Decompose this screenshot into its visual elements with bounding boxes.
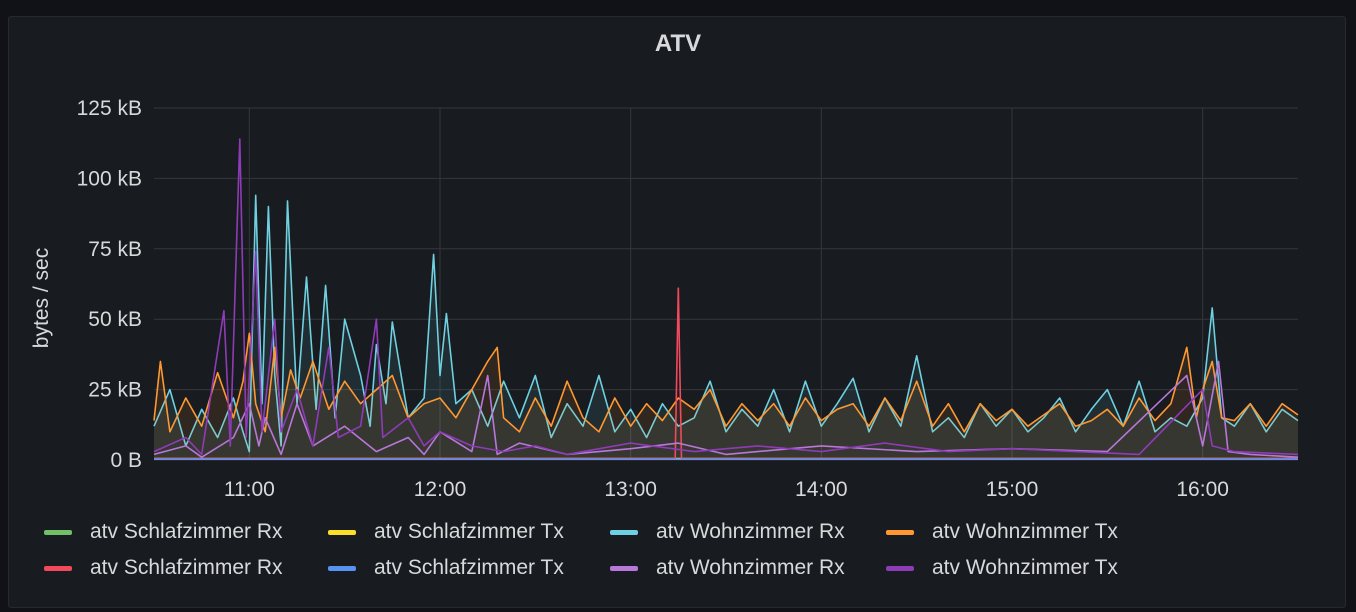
x-tick-label: 11:00 — [224, 478, 275, 501]
legend-swatch — [610, 529, 638, 535]
legend-swatch — [610, 565, 638, 571]
x-tick-label: 13:00 — [604, 478, 657, 501]
legend-item[interactable]: atv Schlafzimmer Rx — [44, 556, 283, 580]
x-tick-label: 14:00 — [795, 478, 848, 501]
legend-swatch — [328, 565, 356, 571]
legend-swatch — [886, 529, 914, 535]
legend-label: atv Schlafzimmer Tx — [374, 520, 564, 543]
chart-grid — [154, 107, 1298, 461]
legend-item[interactable]: atv Schlafzimmer Tx — [328, 520, 564, 544]
x-tick-label: 12:00 — [414, 478, 467, 501]
x-tick-label: 15:00 — [986, 478, 1039, 501]
series-area-3 — [154, 333, 1298, 460]
y-axis: 0 B 25 kB 50 kB 75 kB 100 kB 125 kB — [77, 97, 142, 472]
x-tick-label: 16:00 — [1176, 478, 1229, 501]
y-tick-label: 50 kB — [88, 308, 142, 331]
legend-item[interactable]: atv Wohnzimmer Tx — [886, 556, 1118, 580]
legend-label: atv Wohnzimmer Rx — [656, 520, 845, 543]
x-axis: 11:00 12:00 13:00 14:00 15:00 16:00 — [224, 478, 1229, 501]
series-line-3 — [153, 332, 1299, 433]
legend-label: atv Schlafzimmer Rx — [90, 520, 283, 543]
legend-label: atv Wohnzimmer Rx — [656, 556, 845, 579]
chart-series — [153, 138, 1299, 461]
legend-swatch — [44, 529, 72, 535]
y-tick-label: 75 kB — [88, 238, 142, 261]
legend-swatch — [328, 529, 356, 535]
panel-title: ATV — [654, 30, 702, 57]
legend-item[interactable]: atv Wohnzimmer Tx — [886, 520, 1118, 544]
legend-item[interactable]: atv Wohnzimmer Rx — [610, 520, 845, 544]
legend-label: atv Schlafzimmer Tx — [374, 556, 564, 579]
legend-item[interactable]: atv Schlafzimmer Tx — [328, 556, 564, 580]
y-tick-label: 125 kB — [77, 97, 142, 120]
legend-swatch — [44, 565, 72, 571]
legend-item[interactable]: atv Schlafzimmer Rx — [44, 520, 283, 544]
y-tick-label: 0 B — [110, 449, 142, 472]
y-axis-label: bytes / sec — [30, 248, 53, 348]
y-tick-label: 100 kB — [77, 167, 142, 190]
legend-item[interactable]: atv Wohnzimmer Rx — [610, 556, 845, 580]
y-tick-label: 25 kB — [88, 379, 142, 402]
series-line-7 — [153, 138, 1299, 456]
legend-label: atv Schlafzimmer Rx — [90, 556, 283, 579]
graph-panel — [8, 16, 1346, 608]
series-line-6 — [153, 360, 1299, 458]
legend-label: atv Wohnzimmer Tx — [932, 520, 1118, 543]
series-area-2 — [154, 195, 1298, 461]
legend-swatch — [886, 565, 914, 571]
legend-label: atv Wohnzimmer Tx — [932, 556, 1118, 579]
